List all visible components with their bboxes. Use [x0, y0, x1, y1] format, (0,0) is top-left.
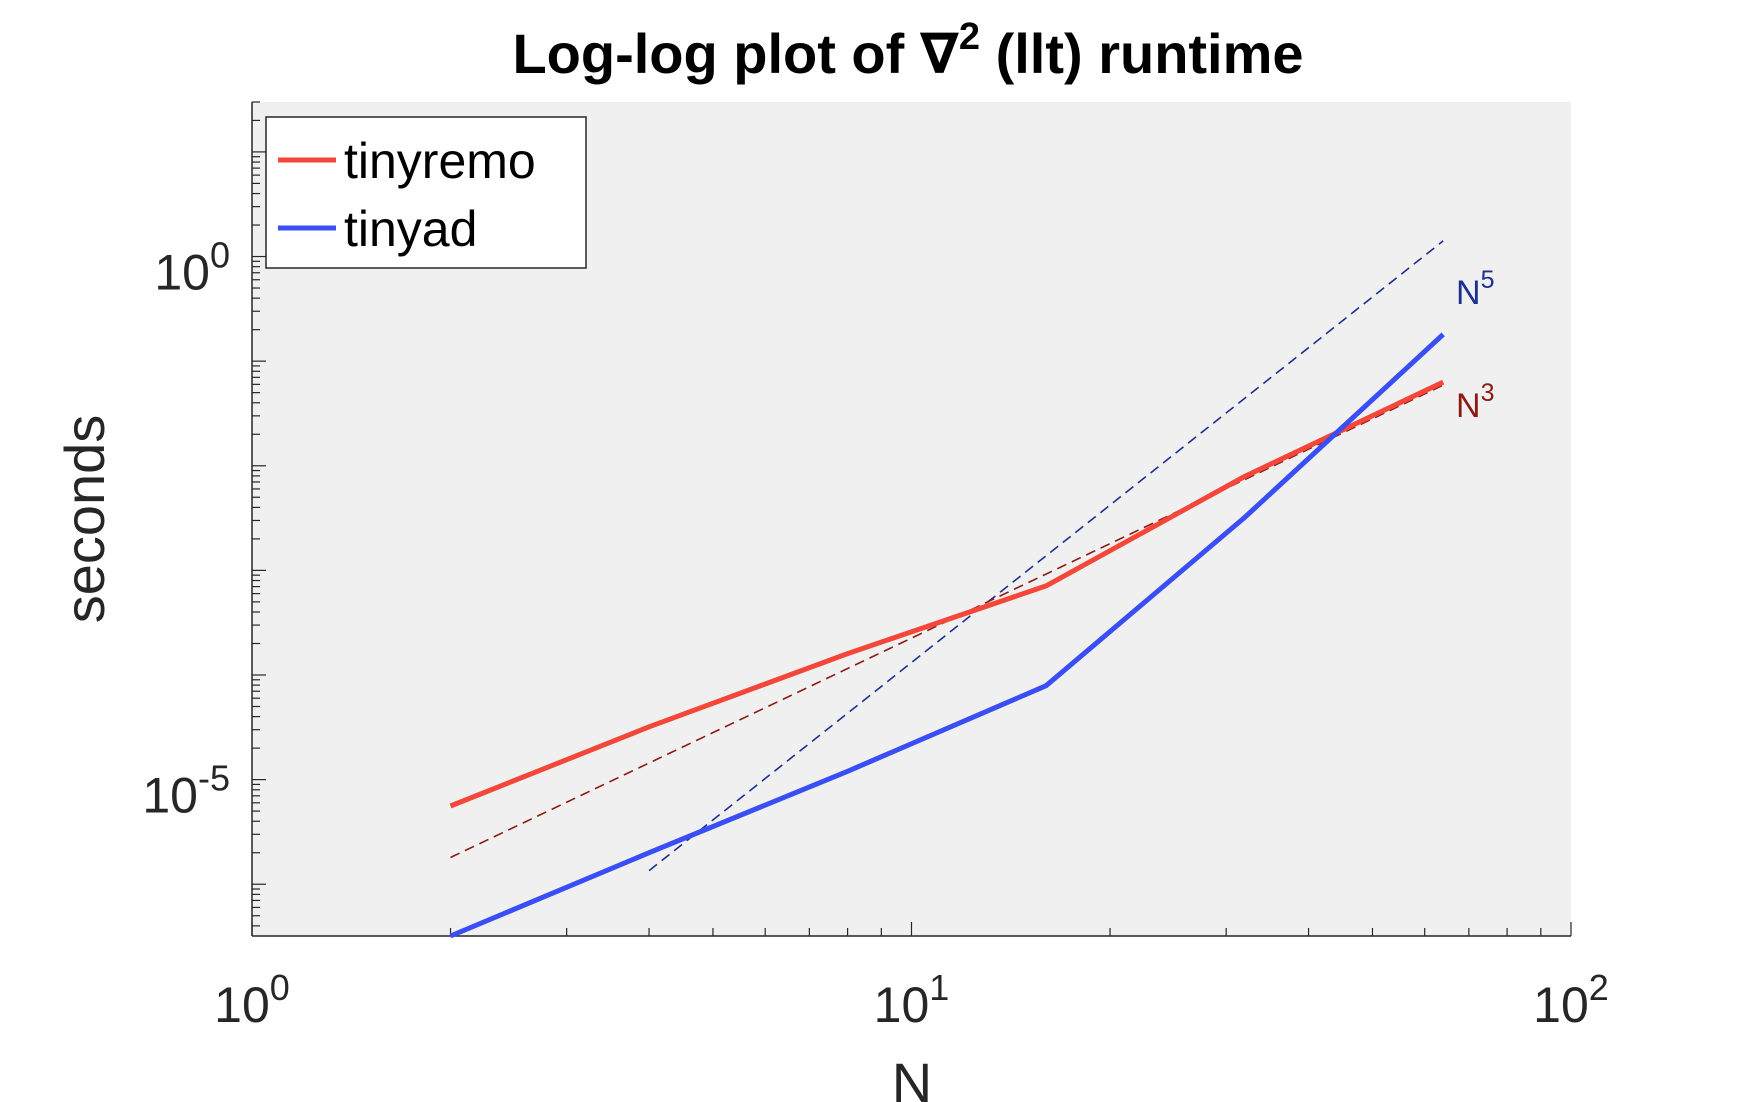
series-line-tinyremo	[449, 379, 1445, 809]
series-lines	[449, 332, 1445, 939]
minor-ticks	[251, 101, 1572, 936]
reference-line-n5	[648, 240, 1444, 872]
legend-label-tinyremo: tinyremo	[344, 133, 536, 189]
annotation-n3: N3	[1456, 379, 1494, 425]
series-line-tinyad	[449, 332, 1445, 939]
x-tick-label: 100	[214, 967, 290, 1033]
y-tick-label: 10-5	[142, 758, 230, 824]
x-axis-label: N	[892, 1051, 932, 1102]
y-tick-label: 100	[154, 235, 230, 301]
y-axis-label: seconds	[53, 415, 116, 624]
x-tick-label: 102	[1533, 967, 1609, 1033]
legend: tinyremo tinyad	[265, 116, 587, 269]
legend-label-tinyad: tinyad	[344, 201, 477, 257]
y-tick-labels: 10-5 100	[142, 235, 230, 824]
chart-title: Log-log plot of ∇2 (llt) runtime	[512, 16, 1303, 85]
x-tick-labels: 100 101 102	[214, 967, 1609, 1033]
x-tick-label: 101	[874, 967, 950, 1033]
annotation-n5: N5	[1456, 266, 1494, 312]
legend-box	[265, 116, 587, 269]
